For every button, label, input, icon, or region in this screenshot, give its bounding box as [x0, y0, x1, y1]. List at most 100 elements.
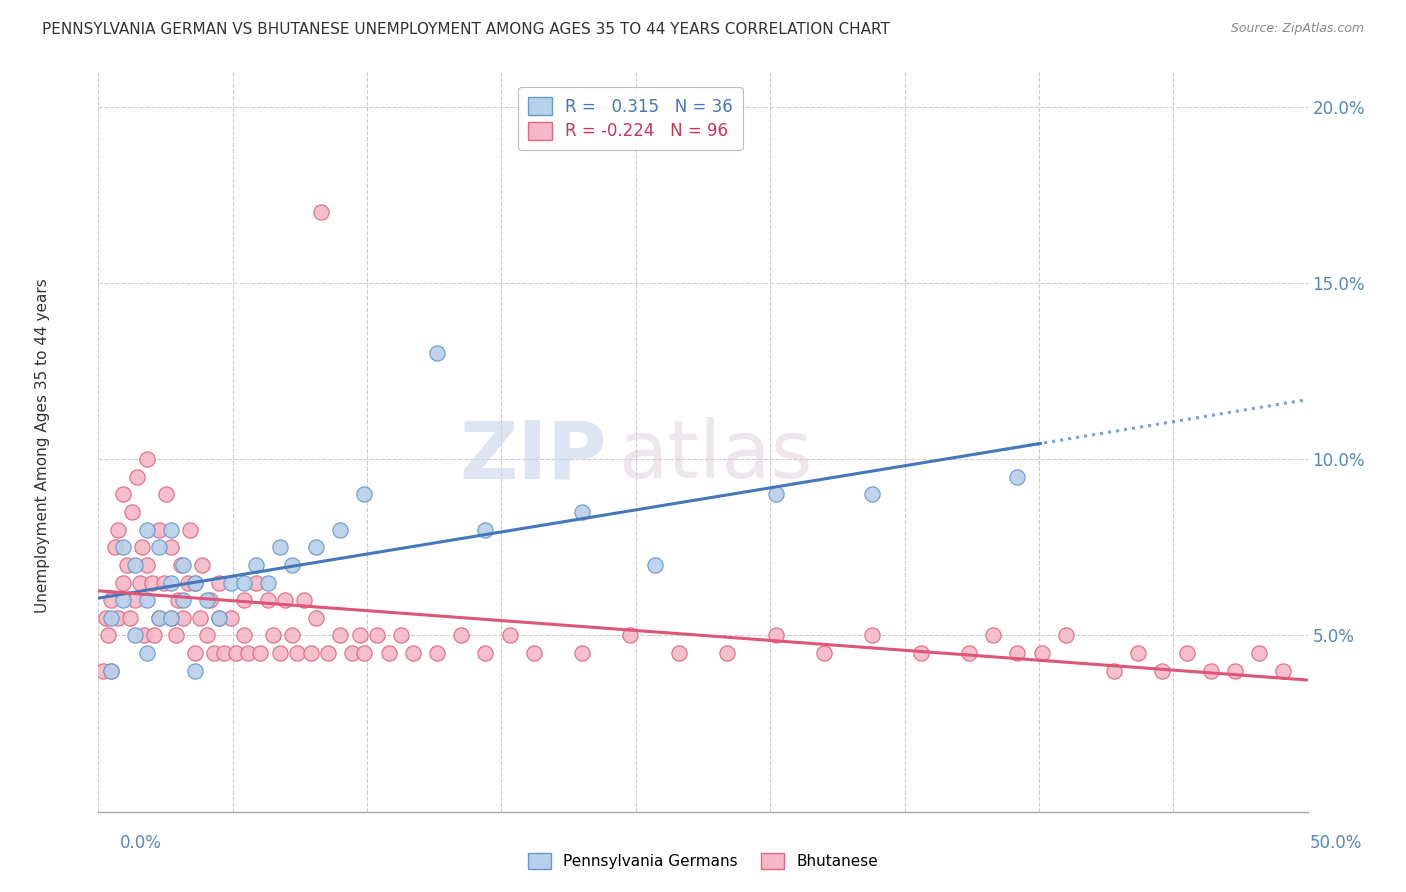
- Point: [389, 628, 412, 642]
- Point: [316, 646, 339, 660]
- Point: [238, 646, 260, 660]
- Point: [860, 487, 883, 501]
- Point: [668, 646, 690, 660]
- Point: [195, 593, 218, 607]
- Point: [299, 646, 322, 660]
- Point: [232, 628, 254, 642]
- Point: [450, 628, 472, 642]
- Point: [1199, 664, 1222, 678]
- Point: [111, 575, 134, 590]
- Point: [148, 611, 170, 625]
- Legend: Pennsylvania Germans, Bhutanese: Pennsylvania Germans, Bhutanese: [522, 847, 884, 875]
- Point: [148, 611, 170, 625]
- Text: ZIP: ZIP: [458, 417, 606, 495]
- Point: [172, 611, 194, 625]
- Point: [124, 558, 146, 572]
- Point: [1223, 664, 1246, 678]
- Point: [1054, 628, 1077, 642]
- Point: [269, 646, 291, 660]
- Point: [571, 646, 593, 660]
- Point: [100, 611, 122, 625]
- Point: [111, 487, 134, 501]
- Point: [148, 523, 170, 537]
- Point: [765, 628, 787, 642]
- Point: [184, 575, 207, 590]
- Point: [349, 628, 371, 642]
- Point: [292, 593, 315, 607]
- Point: [118, 611, 141, 625]
- Point: [107, 611, 129, 625]
- Point: [204, 646, 226, 660]
- Text: Unemployment Among Ages 35 to 44 years: Unemployment Among Ages 35 to 44 years: [35, 278, 49, 614]
- Point: [128, 575, 150, 590]
- Point: [111, 541, 134, 555]
- Point: [353, 487, 375, 501]
- Point: [981, 628, 1004, 642]
- Point: [141, 575, 163, 590]
- Point: [135, 452, 157, 467]
- Point: [148, 541, 170, 555]
- Point: [232, 593, 254, 607]
- Point: [1128, 646, 1150, 660]
- Point: [135, 593, 157, 607]
- Point: [94, 611, 117, 625]
- Text: atlas: atlas: [619, 417, 813, 495]
- Point: [100, 664, 122, 678]
- Point: [1175, 646, 1198, 660]
- Point: [329, 628, 352, 642]
- Point: [100, 593, 122, 607]
- Point: [232, 575, 254, 590]
- Point: [225, 646, 247, 660]
- Point: [353, 646, 375, 660]
- Point: [377, 646, 399, 660]
- Text: PENNSYLVANIA GERMAN VS BHUTANESE UNEMPLOYMENT AMONG AGES 35 TO 44 YEARS CORRELAT: PENNSYLVANIA GERMAN VS BHUTANESE UNEMPLO…: [42, 22, 890, 37]
- Point: [256, 575, 278, 590]
- Point: [160, 541, 183, 555]
- Point: [366, 628, 388, 642]
- Point: [245, 558, 267, 572]
- Point: [342, 646, 364, 660]
- Point: [474, 646, 496, 660]
- Point: [191, 558, 214, 572]
- Point: [402, 646, 425, 660]
- Point: [143, 628, 166, 642]
- Point: [262, 628, 284, 642]
- Point: [813, 646, 835, 660]
- Point: [97, 628, 120, 642]
- Point: [117, 558, 139, 572]
- Point: [111, 593, 134, 607]
- Point: [474, 523, 496, 537]
- Point: [184, 664, 207, 678]
- Point: [208, 575, 231, 590]
- Point: [160, 575, 183, 590]
- Point: [212, 646, 235, 660]
- Point: [131, 541, 153, 555]
- Point: [107, 523, 129, 537]
- Point: [127, 470, 149, 484]
- Point: [1007, 470, 1029, 484]
- Point: [208, 611, 231, 625]
- Point: [155, 487, 177, 501]
- Point: [188, 611, 211, 625]
- Point: [281, 628, 304, 642]
- Point: [160, 611, 183, 625]
- Point: [245, 575, 267, 590]
- Point: [523, 646, 546, 660]
- Point: [1031, 646, 1053, 660]
- Point: [860, 628, 883, 642]
- Text: 50.0%: 50.0%: [1309, 834, 1362, 852]
- Point: [179, 523, 201, 537]
- Point: [1272, 664, 1295, 678]
- Point: [221, 611, 243, 625]
- Point: [100, 664, 122, 678]
- Point: [124, 593, 146, 607]
- Point: [221, 575, 243, 590]
- Point: [1152, 664, 1174, 678]
- Point: [273, 593, 295, 607]
- Point: [121, 505, 143, 519]
- Point: [195, 628, 218, 642]
- Point: [1007, 646, 1029, 660]
- Point: [160, 523, 183, 537]
- Point: [1249, 646, 1271, 660]
- Text: Source: ZipAtlas.com: Source: ZipAtlas.com: [1230, 22, 1364, 36]
